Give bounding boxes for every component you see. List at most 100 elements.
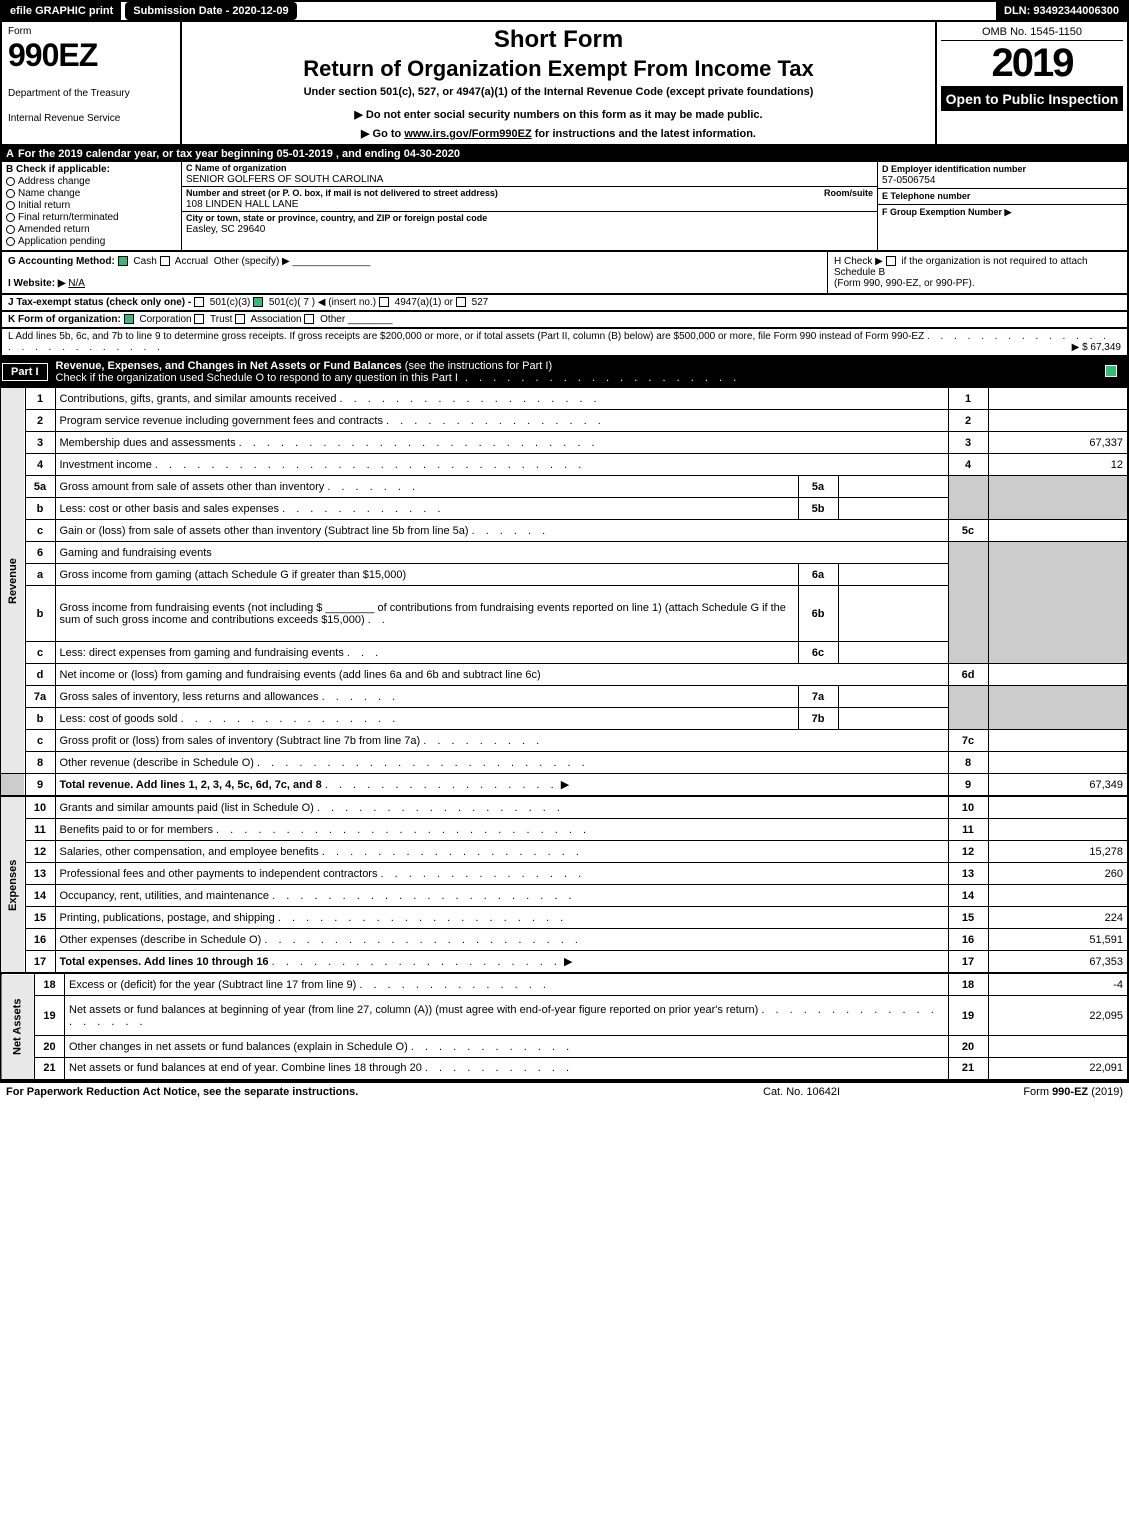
- E-label: E Telephone number: [882, 191, 970, 201]
- ln12-col: 12: [948, 841, 988, 863]
- goto-link[interactable]: www.irs.gov/Form990EZ: [404, 128, 531, 140]
- ln5ab-shade-c: [948, 476, 988, 520]
- ln6-num: 6: [25, 542, 55, 564]
- header-right: OMB No. 1545-1150 2019 Open to Public In…: [937, 22, 1127, 144]
- chk-J1[interactable]: [194, 297, 204, 307]
- G-other: Other (specify) ▶: [214, 256, 290, 267]
- chk-K2[interactable]: [194, 314, 204, 324]
- C-street-label: Number and street (or P. O. box, if mail…: [186, 188, 498, 198]
- open-inspection: Open to Public Inspection: [941, 87, 1123, 111]
- ln7b-num: b: [25, 708, 55, 730]
- ln6a-ic: 6a: [798, 564, 838, 586]
- C-name-label: C Name of organization: [186, 163, 287, 173]
- ln10-text: Grants and similar amounts paid (list in…: [55, 797, 948, 819]
- section-C: C Name of organization SENIOR GOLFERS OF…: [182, 162, 877, 250]
- ln2-num: 2: [25, 410, 55, 432]
- chk-final-return[interactable]: Final return/terminated: [6, 212, 177, 223]
- goto-post: for instructions and the latest informat…: [532, 128, 756, 140]
- ln7b-text: Less: cost of goods sold . . . . . . . .…: [55, 708, 798, 730]
- ln20-col: 20: [948, 1036, 988, 1058]
- ln6c-text: Less: direct expenses from gaming and fu…: [55, 642, 798, 664]
- ln9-text: Total revenue. Add lines 1, 2, 3, 4, 5c,…: [55, 774, 948, 796]
- section-D: D Employer identification number 57-0506…: [878, 162, 1127, 189]
- chk-app-pending[interactable]: Application pending: [6, 236, 177, 247]
- ln6b-num: b: [25, 586, 55, 642]
- tax-year: 2019: [941, 41, 1123, 87]
- chk-name-change[interactable]: Name change: [6, 188, 177, 199]
- efile-label[interactable]: efile GRAPHIC print: [2, 2, 121, 20]
- ln4-text: Investment income . . . . . . . . . . . …: [55, 454, 948, 476]
- section-DEF: D Employer identification number 57-0506…: [877, 162, 1127, 250]
- org-city: Easley, SC 29640: [186, 224, 265, 235]
- ln7b-iv: [838, 708, 948, 730]
- ln7c-text: Gross profit or (loss) from sales of inv…: [55, 730, 948, 752]
- ln5c-num: c: [25, 520, 55, 542]
- form-number: 990EZ: [8, 37, 174, 74]
- ln7c-num: c: [25, 730, 55, 752]
- ln3-text: Membership dues and assessments . . . . …: [55, 432, 948, 454]
- G-label: G Accounting Method:: [8, 256, 115, 267]
- ln19-text: Net assets or fund balances at beginning…: [65, 996, 949, 1036]
- ln14-text: Occupancy, rent, utilities, and maintena…: [55, 885, 948, 907]
- chk-J3[interactable]: [379, 297, 389, 307]
- L-text: L Add lines 5b, 6c, and 7b to line 9 to …: [8, 331, 924, 342]
- chk-address-change[interactable]: Address change: [6, 176, 177, 187]
- H-text1: H Check ▶: [834, 256, 883, 267]
- ln7a-text: Gross sales of inventory, less returns a…: [55, 686, 798, 708]
- ln16-col: 16: [948, 929, 988, 951]
- ln15-num: 15: [25, 907, 55, 929]
- top-bar: efile GRAPHIC print Submission Date - 20…: [0, 0, 1129, 22]
- G-cash: Cash: [133, 256, 156, 267]
- ln6-shade-c: [948, 542, 988, 664]
- chk-initial-return[interactable]: Initial return: [6, 200, 177, 211]
- ln13-col: 13: [948, 863, 988, 885]
- ln11-col: 11: [948, 819, 988, 841]
- chk-K1[interactable]: [124, 314, 134, 324]
- ln6a-iv: [838, 564, 948, 586]
- ln6d-num: d: [25, 664, 55, 686]
- J-label: J Tax-exempt status (check only one) -: [8, 297, 194, 308]
- part-I-title: Revenue, Expenses, and Changes in Net As…: [50, 357, 1105, 387]
- period-bar: A For the 2019 calendar year, or tax yea…: [0, 146, 1129, 162]
- chk-H[interactable]: [886, 256, 896, 266]
- dln: DLN: 93492344006300: [996, 2, 1127, 20]
- ln19-num: 19: [35, 996, 65, 1036]
- footer-mid: Cat. No. 10642I: [763, 1086, 943, 1098]
- ln6b-ic: 6b: [798, 586, 838, 642]
- netassets-table: Net Assets 18 Excess or (deficit) for th…: [0, 973, 1129, 1081]
- K-label: K Form of organization:: [8, 314, 121, 325]
- ln6c-iv: [838, 642, 948, 664]
- ln16-num: 16: [25, 929, 55, 951]
- ln7a-num: 7a: [25, 686, 55, 708]
- ln17-text: Total expenses. Add lines 10 through 16 …: [55, 951, 948, 973]
- irs-label: Internal Revenue Service: [8, 113, 174, 124]
- section-G: G Accounting Method: Cash Accrual Other …: [2, 252, 827, 293]
- chk-K4[interactable]: [304, 314, 314, 324]
- ln17-num: 17: [25, 951, 55, 973]
- chk-cash[interactable]: [118, 256, 128, 266]
- ln6c-ic: 6c: [798, 642, 838, 664]
- omb-number: OMB No. 1545-1150: [941, 24, 1123, 41]
- chk-J2[interactable]: [253, 297, 263, 307]
- ln5a-ic: 5a: [798, 476, 838, 498]
- chk-K3[interactable]: [235, 314, 245, 324]
- ln6a-text: Gross income from gaming (attach Schedul…: [55, 564, 798, 586]
- chk-accrual[interactable]: [160, 256, 170, 266]
- ln7ab-shade-v: [988, 686, 1128, 730]
- ln7a-ic: 7a: [798, 686, 838, 708]
- expenses-side-label: Expenses: [1, 797, 25, 973]
- ln5b-iv: [838, 498, 948, 520]
- chk-J4[interactable]: [456, 297, 466, 307]
- ln14-val: [988, 885, 1128, 907]
- G-accrual: Accrual: [175, 256, 208, 267]
- ln14-num: 14: [25, 885, 55, 907]
- ln7b-ic: 7b: [798, 708, 838, 730]
- H-text3: (Form 990, 990-EZ, or 990-PF).: [834, 278, 975, 289]
- part-I-checkbox[interactable]: [1105, 365, 1129, 380]
- expenses-table: Expenses 10 Grants and similar amounts p…: [0, 796, 1129, 973]
- dept-treasury: Department of the Treasury: [8, 88, 174, 99]
- chk-amended[interactable]: Amended return: [6, 224, 177, 235]
- revenue-table: Revenue 1 Contributions, gifts, grants, …: [0, 387, 1129, 796]
- form-header: Form 990EZ Department of the Treasury In…: [0, 22, 1129, 146]
- L-amount: ▶ $ 67,349: [1072, 342, 1121, 353]
